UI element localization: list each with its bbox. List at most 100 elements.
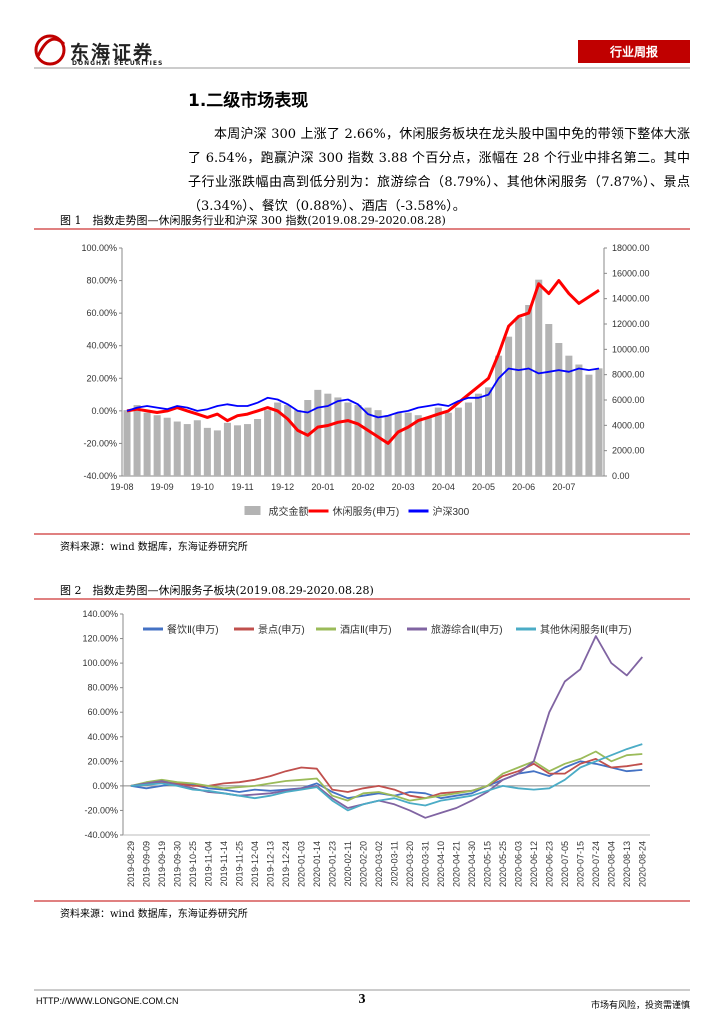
x-tick-label: 2019-12-24 [281, 841, 291, 887]
bar [404, 412, 412, 476]
x-tick-label: 2019-11-14 [219, 841, 229, 886]
y-tick-label: 0.00% [92, 781, 118, 791]
line-series [130, 743, 643, 812]
logo-mark [34, 34, 66, 66]
bar [193, 420, 201, 476]
x-tick-label: 2020-06-03 [513, 841, 523, 887]
y2-tick-label: 12000.00 [612, 319, 650, 329]
x-tick-label: 2020-04-10 [436, 841, 446, 887]
y-tick-label: 120.00% [82, 634, 118, 644]
y2-tick-label: 16000.00 [612, 268, 650, 278]
figure-caption: 图 1 指数走势图—休闲服务行业和沪深 300 指数(2019.08.29-20… [60, 214, 446, 227]
bar [454, 407, 462, 476]
bar [535, 279, 543, 476]
bar [153, 415, 161, 476]
y-tick-label: 20.00% [87, 756, 118, 766]
bar [344, 402, 352, 476]
y-tick-label: 20.00% [86, 373, 117, 383]
bar [173, 421, 181, 476]
y-tick-label: -40.00% [83, 471, 117, 481]
bar [384, 415, 392, 476]
y-tick-label: 0.00% [91, 406, 117, 416]
x-tick-label: 2020-01-23 [327, 841, 337, 887]
y2-tick-label: 0.00 [612, 471, 630, 481]
x-tick-label: 2020-08-04 [606, 841, 616, 887]
line-series [126, 279, 600, 445]
x-tick-label: 2020-06-12 [529, 841, 539, 887]
line-series [130, 758, 643, 800]
x-tick-label: 20-04 [432, 482, 455, 492]
bar [364, 407, 372, 476]
x-tick-label: 2020-08-13 [622, 841, 632, 887]
x-tick-label: 19-08 [110, 482, 133, 492]
logo [34, 34, 66, 66]
y-tick-label: -20.00% [84, 805, 118, 815]
y2-tick-label: 4000.00 [612, 420, 645, 430]
footer-url: HTTP://WWW.LONGONE.COM.CN [36, 996, 179, 1006]
legend-label: 景点(申万) [258, 623, 305, 636]
y-tick-label: 100.00% [82, 658, 118, 668]
y2-tick-label: 8000.00 [612, 370, 645, 380]
y-tick-label: 60.00% [86, 308, 117, 318]
y2-tick-label: 18000.00 [612, 243, 650, 253]
bar [434, 407, 442, 476]
bar [525, 305, 533, 476]
bar [464, 402, 472, 476]
x-tick-label: 2020-07-15 [575, 841, 585, 887]
charts: -40.00% -20.00% 0.00% 20.00% 40.00% 60.00% 80.… [81, 243, 650, 887]
brand: 东海证券 [70, 42, 155, 64]
x-tick-label: 19-11 [231, 482, 253, 492]
x-tick-label: 2019-12-13 [265, 841, 275, 887]
brand-en: DONGHAI SECURITIES [72, 60, 164, 67]
y2-tick-label: 2000.00 [612, 446, 645, 456]
line-series [126, 367, 600, 419]
bar [294, 410, 302, 476]
bar [555, 343, 563, 476]
section-title: 1.二级市场表现 [188, 91, 309, 111]
figure-source: 资料来源：wind 数据库，东海证券研究所 [60, 542, 248, 553]
bar [314, 389, 322, 476]
x-tick-label: 2019-11-04 [203, 841, 213, 886]
bar [474, 393, 482, 476]
bar [264, 410, 272, 476]
line-series [130, 750, 643, 802]
bar [233, 425, 241, 476]
figure-caption: 图 2 指数走势图—休闲服务子板块(2019.08.29-2020.08.28) [60, 584, 374, 597]
bar [515, 317, 523, 476]
bar [495, 355, 503, 476]
bar [203, 427, 211, 476]
bar [414, 415, 422, 476]
tag: 行业周报 [609, 45, 658, 59]
bar [213, 430, 221, 476]
bar [575, 364, 583, 476]
bar [565, 355, 573, 476]
x-tick-label: 2020-02-11 [343, 841, 353, 886]
legend-label: 旅游综合Ⅱ(申万) [431, 623, 503, 636]
x-tick-label: 2020-05-25 [498, 841, 508, 887]
y2-tick-label: 14000.00 [612, 294, 650, 304]
logo-swoosh [36, 37, 66, 57]
x-tick-label: 2020-07-24 [591, 841, 601, 887]
x-tick-label: 2020-08-24 [637, 841, 647, 887]
x-tick-label: 2020-03-20 [405, 841, 415, 887]
x-tick-label: 2019-08-29 [126, 841, 136, 887]
bar [123, 410, 131, 476]
bar [374, 410, 382, 476]
figure-source: 资料来源：wind 数据库，东海证券研究所 [60, 909, 248, 920]
bar [223, 422, 231, 476]
bar [254, 419, 262, 476]
x-tick-label: 2020-03-31 [420, 841, 430, 887]
x-tick-label: 2020-03-02 [374, 841, 384, 887]
legend-label: 酒店Ⅱ(申万) [340, 623, 392, 636]
x-tick-label: 2020-01-14 [312, 841, 322, 887]
bar [485, 387, 493, 476]
x-tick-label: 2020-04-21 [451, 841, 461, 887]
y-tick-label: 80.00% [86, 276, 117, 286]
x-tick-label: 19-12 [271, 482, 294, 492]
legend-swatch [244, 506, 261, 515]
x-tick-label: 2020-07-05 [560, 841, 570, 887]
tag-box [578, 40, 690, 63]
x-tick-label: 20-02 [351, 482, 374, 492]
